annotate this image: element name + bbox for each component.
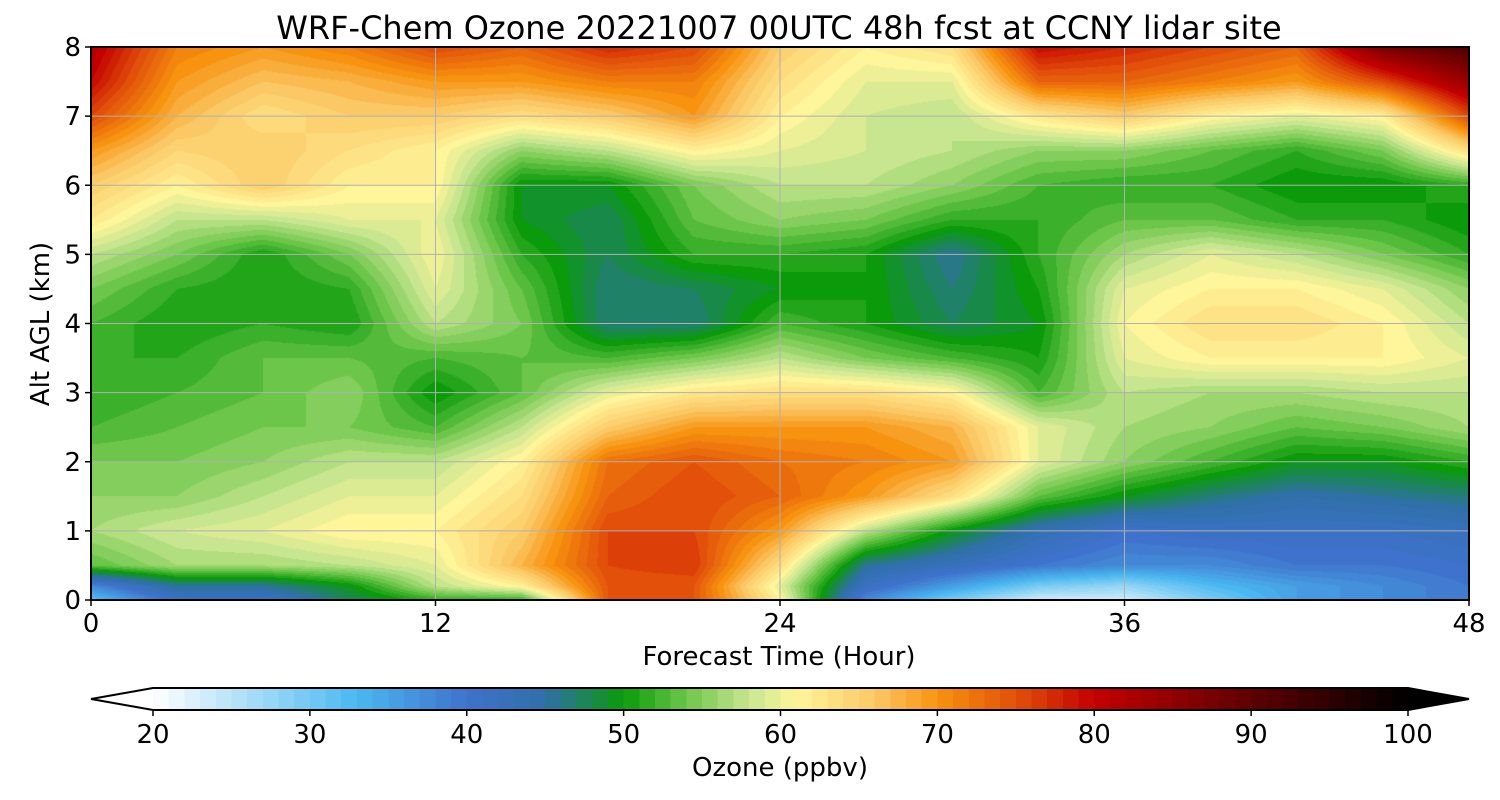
x-tick-label: 36	[1108, 609, 1141, 639]
y-tick-label: 7	[64, 102, 81, 132]
colorbar-tick-label: 100	[1383, 720, 1433, 750]
y-tick-label: 5	[64, 240, 81, 270]
x-axis: 0 12 24 36 48	[83, 600, 1486, 639]
y-tick-label: 0	[64, 586, 81, 616]
colorbar-tick-label: 60	[764, 720, 797, 750]
colorbar-under-extension	[91, 688, 153, 710]
y-tick-label: 8	[64, 33, 81, 63]
y-tick-label: 1	[64, 517, 81, 547]
colorbar-tick-label: 30	[293, 720, 326, 750]
colorbar-ticks: 20 30 40 50 60 70 80 90 100	[136, 710, 1433, 750]
colorbar-tick-label: 70	[921, 720, 954, 750]
colorbar-tick-label: 40	[450, 720, 483, 750]
chart-title: WRF-Chem Ozone 20221007 00UTC 48h fcst a…	[276, 9, 1281, 47]
colorbar-over-extension	[1408, 688, 1469, 710]
x-axis-label: Forecast Time (Hour)	[642, 642, 915, 672]
x-tick-label: 48	[1452, 609, 1485, 639]
colorbar: 20 30 40 50 60 70 80 90 100	[90, 687, 1470, 750]
y-axis: 0 1 2 3 4 5 6 7 8	[64, 33, 91, 616]
x-tick-label: 12	[419, 609, 452, 639]
y-tick-label: 4	[64, 310, 81, 340]
plot-area	[90, 46, 1470, 601]
colorbar-ramp	[153, 688, 1408, 710]
y-tick-label: 3	[64, 379, 81, 409]
colorbar-tick-label: 20	[136, 720, 169, 750]
y-tick-label: 2	[64, 448, 81, 478]
colorbar-tick-label: 90	[1235, 720, 1268, 750]
colorbar-tick-label: 50	[607, 720, 640, 750]
y-tick-label: 6	[64, 171, 81, 201]
colorbar-tick-label: 80	[1078, 720, 1111, 750]
y-axis-label: Alt AGL (km)	[26, 242, 56, 406]
x-tick-label: 0	[83, 609, 100, 639]
x-tick-label: 24	[763, 609, 796, 639]
colorbar-label: Ozone (ppbv)	[692, 753, 868, 783]
